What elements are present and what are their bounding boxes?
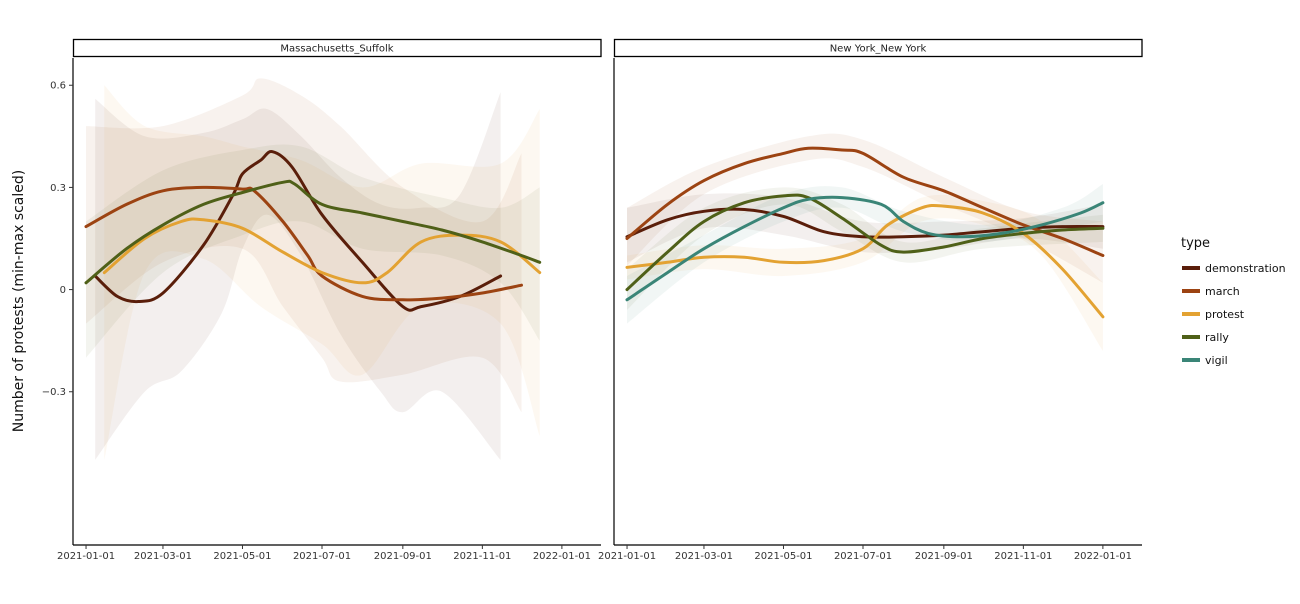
y-tick-label: 0.6 bbox=[50, 81, 66, 92]
confidence-band-demonstration bbox=[95, 92, 501, 460]
confidence-band-vigil bbox=[627, 184, 1103, 324]
x-tick-label: 2021-11-01 bbox=[994, 551, 1052, 562]
y-tick-label: 0.3 bbox=[50, 183, 66, 194]
legend-title: type bbox=[1181, 236, 1210, 251]
confidence-band-rally bbox=[86, 144, 540, 358]
confidence-bands bbox=[627, 133, 1103, 351]
x-tick-label: 2021-09-01 bbox=[915, 551, 973, 562]
series-line-demonstration bbox=[93, 150, 503, 312]
legend-label-vigil: vigil bbox=[1205, 354, 1228, 367]
x-tick-label: 2021-05-01 bbox=[213, 551, 271, 562]
x-tick-label: 2021-07-01 bbox=[293, 551, 351, 562]
x-axis-ticks: 2021-01-01 2021-03-01 2021-05-01 2021-07-01… bbox=[598, 545, 1132, 562]
series-line-march bbox=[84, 185, 523, 302]
facet-strip-title: Massachusetts_Suffolk bbox=[280, 44, 393, 55]
legend: type demonstration march protest rally vigil bbox=[1181, 236, 1286, 367]
facet-strip bbox=[613, 38, 1143, 58]
legend-label-rally: rally bbox=[1205, 331, 1229, 344]
confidence-band-march bbox=[627, 133, 1103, 283]
series-lines bbox=[625, 146, 1105, 319]
x-tick-label: 2021-09-01 bbox=[374, 551, 432, 562]
x-tick-label: 2022-01-01 bbox=[533, 551, 591, 562]
x-tick-label: 2021-07-01 bbox=[834, 551, 892, 562]
series-lines bbox=[84, 150, 542, 312]
confidence-band-march bbox=[86, 78, 522, 413]
series-line-vigil bbox=[625, 195, 1105, 302]
y-axis-title: Number of protests (min-max scaled) bbox=[11, 170, 27, 432]
x-tick-label: 2021-03-01 bbox=[675, 551, 733, 562]
series-line-march bbox=[625, 146, 1105, 257]
x-tick-label: 2022-01-01 bbox=[1074, 551, 1132, 562]
series-line-rally bbox=[84, 179, 542, 285]
facet-strip bbox=[72, 38, 602, 58]
y-axis-ticks: 0.6 0.3 0 −0.3 bbox=[42, 81, 73, 398]
y-tick-label: 0 bbox=[60, 285, 66, 296]
facet-strip-title: New York_New York bbox=[830, 44, 927, 55]
legend-label-march: march bbox=[1205, 285, 1240, 298]
legend-label-demonstration: demonstration bbox=[1205, 262, 1286, 275]
panel-new-york-new-york: New York_New York 2021-01-01 2021-03-01 20… bbox=[598, 38, 1143, 562]
x-tick-label: 2021-05-01 bbox=[754, 551, 812, 562]
x-tick-label: 2021-11-01 bbox=[453, 551, 511, 562]
y-tick-label: −0.3 bbox=[42, 387, 66, 398]
series-line-rally bbox=[625, 193, 1105, 292]
x-tick-label: 2021-01-01 bbox=[57, 551, 115, 562]
x-axis-ticks: 2021-01-01 2021-03-01 2021-05-01 2021-07-01… bbox=[57, 545, 591, 562]
x-tick-label: 2021-03-01 bbox=[134, 551, 192, 562]
panel-massachusetts-suffolk: Massachusetts_Suffolk 0.6 0.3 0 −0.3 2021-0… bbox=[42, 38, 602, 562]
x-tick-label: 2021-01-01 bbox=[598, 551, 656, 562]
legend-label-protest: protest bbox=[1205, 308, 1245, 321]
